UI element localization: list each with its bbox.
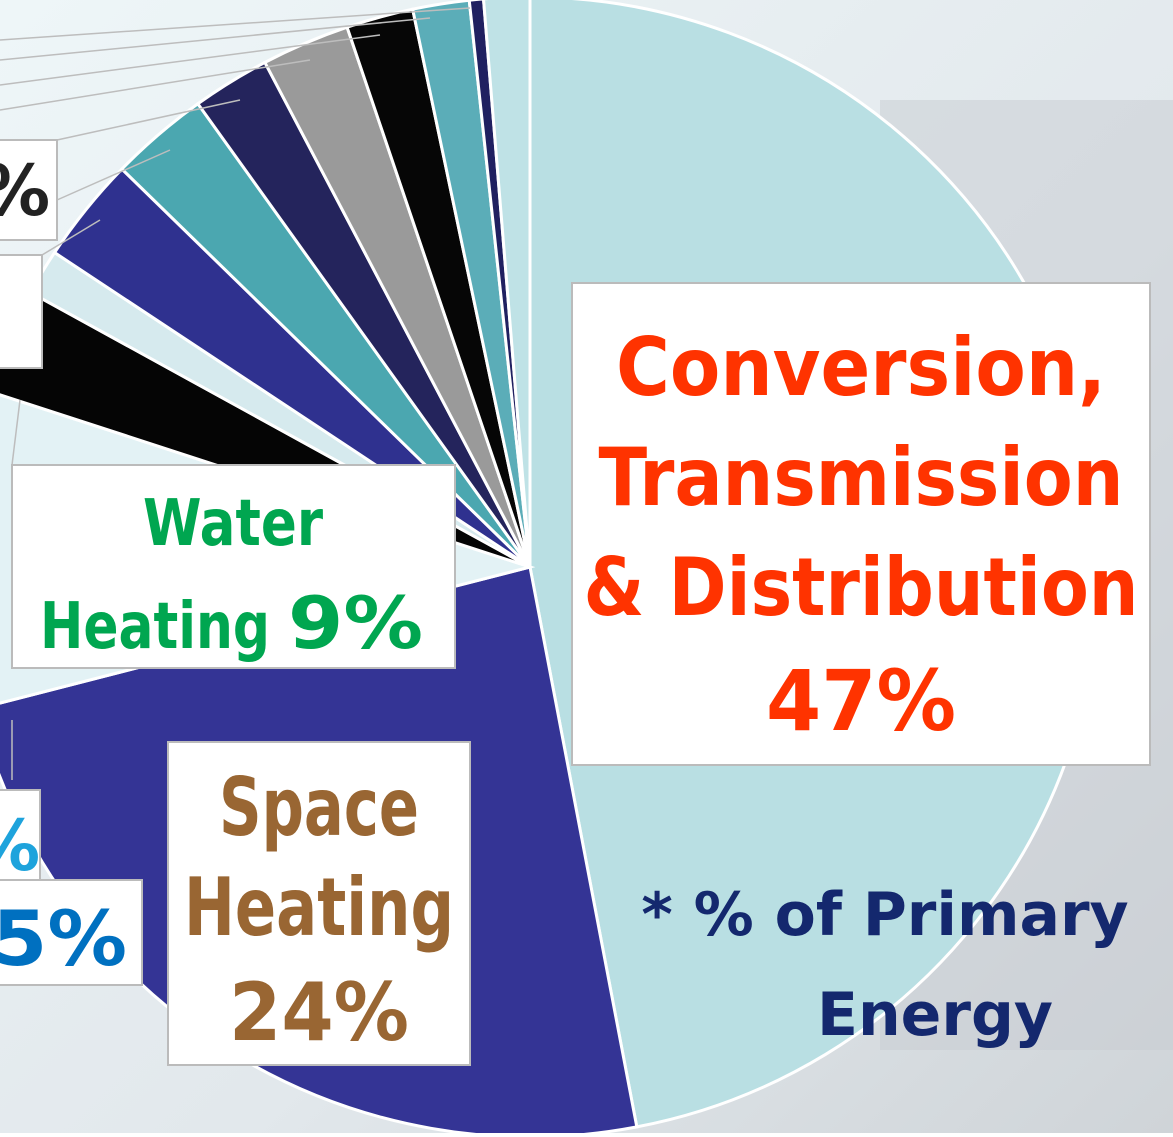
slice-label: Heating <box>184 861 454 954</box>
slice-label: Space <box>219 761 419 854</box>
label-box-conversion: Conversion, Transmission & Distribution … <box>571 282 1151 766</box>
label-box <box>11 464 456 669</box>
footnote-line: * % of Primary <box>641 880 1128 950</box>
slice-label: Conversion, <box>616 321 1106 414</box>
value-label: 9% <box>288 581 423 665</box>
label-box-space: Space Heating 24% <box>167 741 471 1066</box>
label-box <box>167 741 471 1066</box>
leader-lines <box>0 7 471 780</box>
footnote-line: Energy <box>817 980 1053 1050</box>
label-box-water: Water Heating 9% <box>11 464 456 669</box>
footnote: * % of Primary Energy <box>641 880 1128 1050</box>
slice-label: Heating <box>40 590 270 664</box>
slice-label: Transmission <box>599 431 1124 524</box>
label-box <box>0 789 41 896</box>
label-box <box>0 879 143 986</box>
partial-labels: % % 5% <box>0 139 143 986</box>
annotation: % <box>0 150 50 232</box>
slice-label: Water <box>143 487 323 561</box>
annotation: 5% <box>0 894 127 983</box>
label-box <box>0 139 58 241</box>
value-label: 47% <box>766 652 956 750</box>
label-box <box>0 254 43 369</box>
pie-slice <box>482 0 532 568</box>
label-box <box>571 282 1151 766</box>
pie-slice <box>467 0 532 568</box>
slice-label: & Distribution <box>584 541 1139 634</box>
value-label: 24% <box>229 966 409 1059</box>
annotation: % <box>0 805 40 887</box>
